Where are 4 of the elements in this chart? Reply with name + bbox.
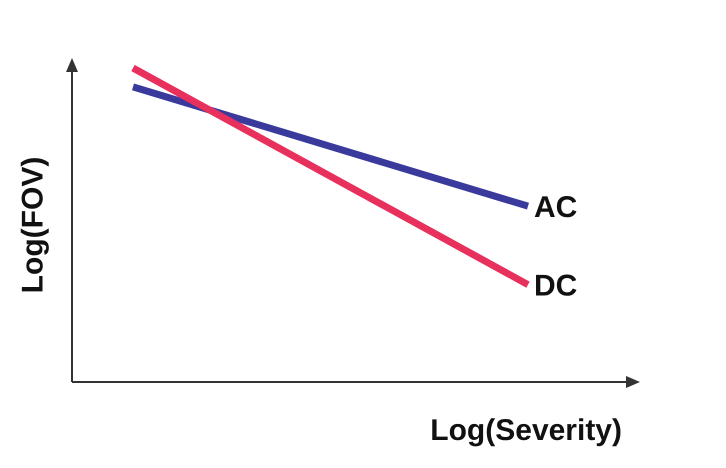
x-axis-title: Log(Severity) [430,414,622,447]
series-label: AC [534,191,578,224]
series-label: DC [534,270,578,303]
y-axis-title: Log(FOV) [16,156,50,294]
